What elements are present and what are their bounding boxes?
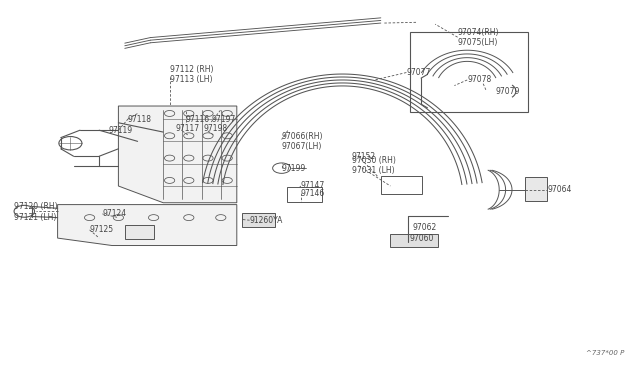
Text: 97117: 97117 (176, 124, 200, 133)
Text: 97152: 97152 (352, 152, 376, 161)
Text: 97112 (RH)
97113 (LH): 97112 (RH) 97113 (LH) (170, 65, 213, 84)
Text: 97199: 97199 (282, 164, 306, 173)
Text: 97064: 97064 (547, 185, 572, 194)
Text: 97118: 97118 (128, 115, 152, 124)
Bar (525, 177, 547, 201)
Bar (242, 213, 275, 227)
Bar (125, 225, 154, 239)
Bar (381, 176, 422, 194)
Text: 97124: 97124 (102, 209, 127, 218)
Text: 97147: 97147 (301, 182, 325, 190)
Bar (390, 234, 438, 247)
Text: 97197: 97197 (211, 115, 236, 124)
Text: 97146: 97146 (301, 189, 325, 198)
Text: 91260YA: 91260YA (250, 216, 283, 225)
Text: 97125: 97125 (90, 225, 114, 234)
Polygon shape (118, 106, 237, 203)
Text: 97060: 97060 (410, 234, 434, 243)
Text: 97116: 97116 (186, 115, 210, 124)
Text: 97198: 97198 (204, 124, 228, 133)
Text: 97077: 97077 (406, 68, 431, 77)
Text: 97079: 97079 (496, 87, 520, 96)
Bar (410, 32, 528, 112)
Text: ^737*00 P: ^737*00 P (586, 350, 624, 356)
Text: 97120 (RH)
97121 (LH): 97120 (RH) 97121 (LH) (14, 202, 58, 222)
Text: 97030 (RH)
97031 (LH): 97030 (RH) 97031 (LH) (352, 156, 396, 175)
Bar (287, 187, 322, 202)
Text: 97078: 97078 (467, 76, 492, 84)
Text: 97119: 97119 (109, 126, 133, 135)
Text: 97066(RH)
97067(LH): 97066(RH) 97067(LH) (282, 132, 323, 151)
Polygon shape (58, 205, 237, 246)
Text: 97074(RH)
97075(LH): 97074(RH) 97075(LH) (458, 28, 499, 47)
Text: 97062: 97062 (413, 223, 437, 232)
